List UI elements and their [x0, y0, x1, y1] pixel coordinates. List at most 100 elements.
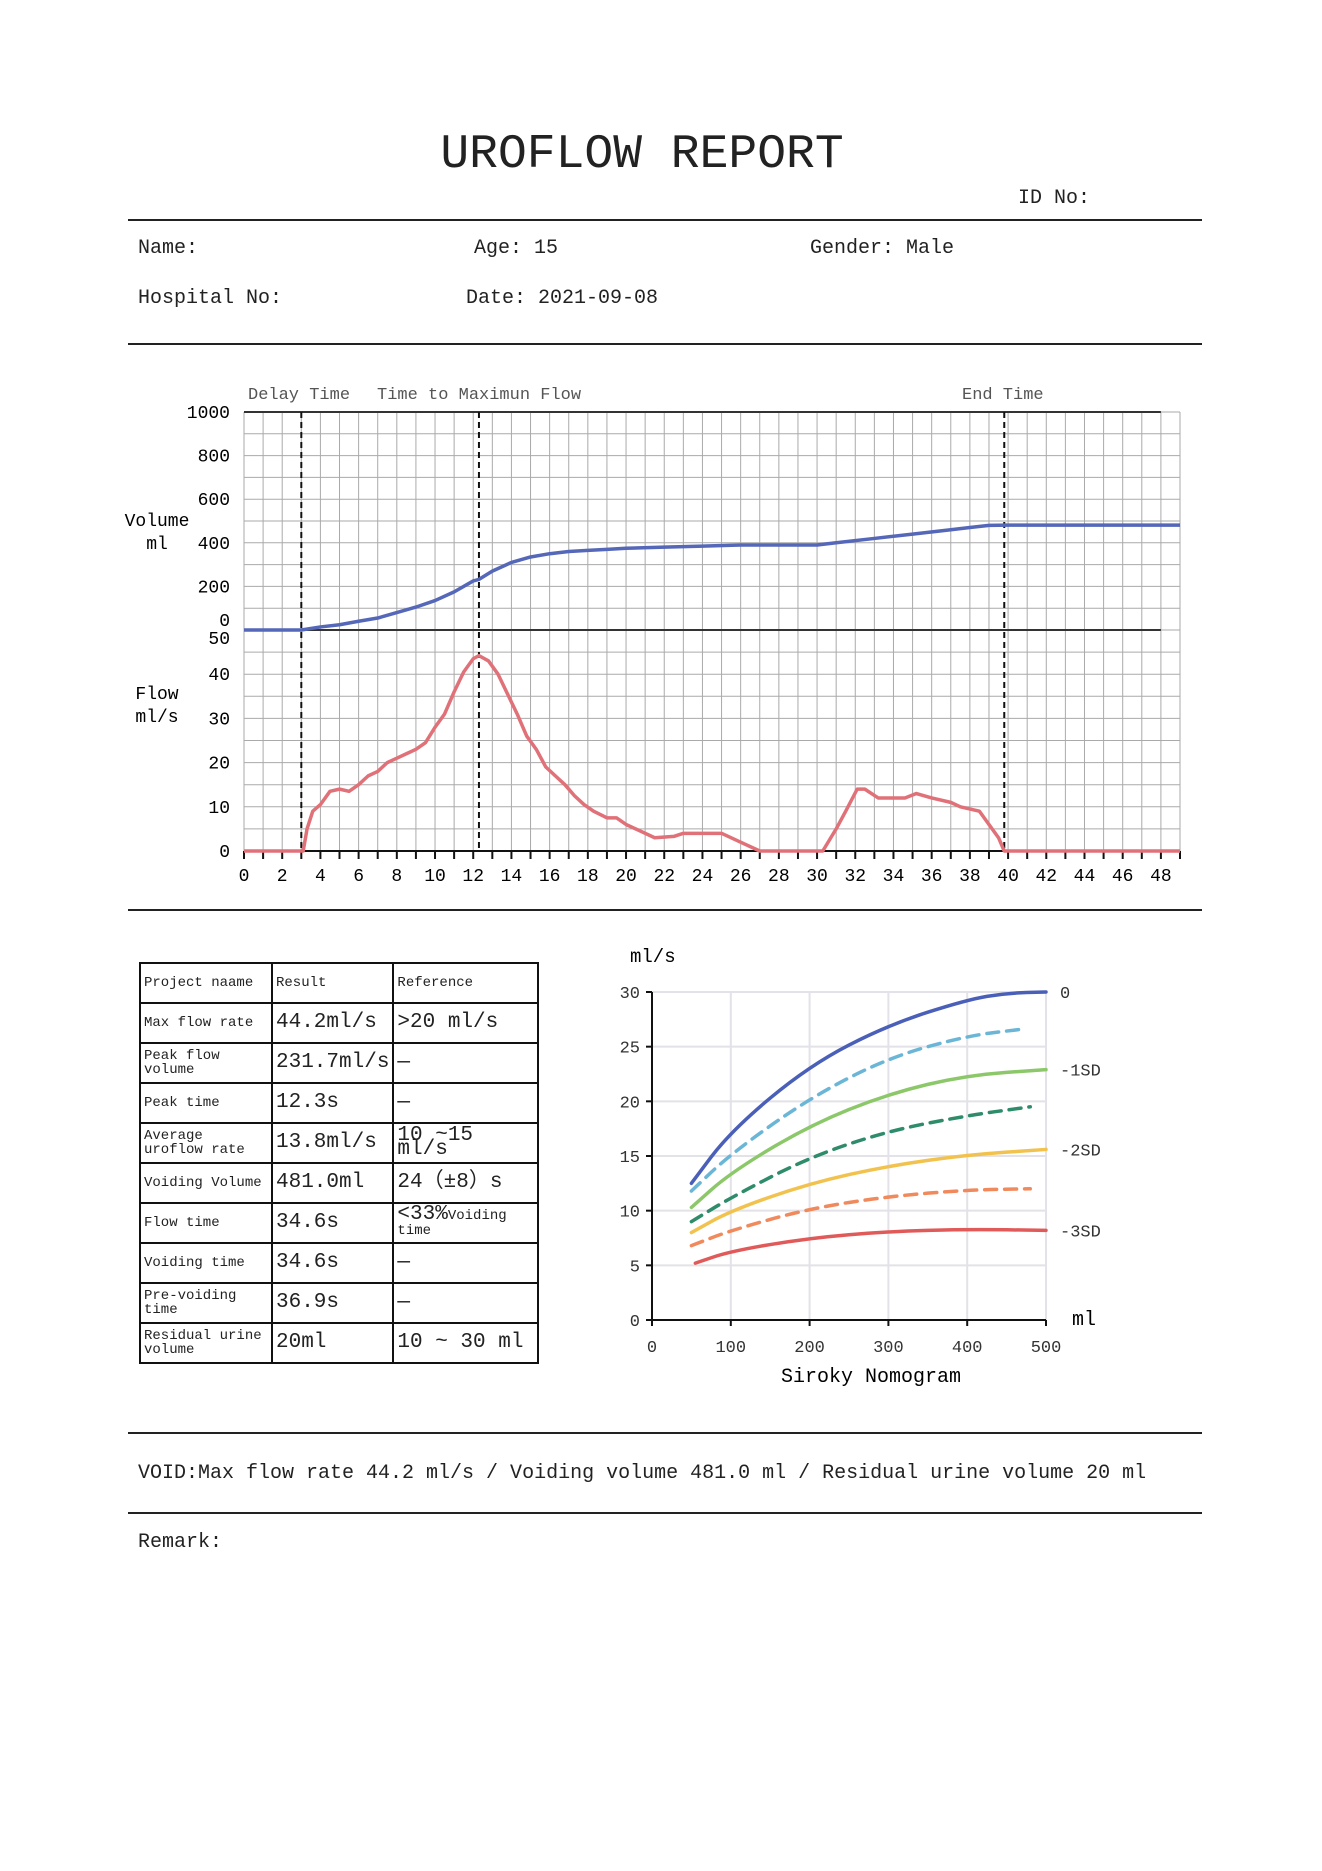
curve-label: -3SD — [1060, 1223, 1101, 1242]
date-label: Date: — [466, 287, 527, 310]
result-cell: 34.6s — [270, 1242, 395, 1284]
item-name-cell: Max flow rate — [139, 1002, 273, 1044]
nomogram-curve — [689, 1105, 1032, 1224]
table-header-row: Project naame Result Reference — [139, 962, 539, 1004]
x-tick-label: 18 — [577, 867, 599, 887]
x-tick-label: 26 — [730, 867, 752, 887]
flow-tick-label: 0 — [219, 843, 230, 863]
result-cell: 12.3s — [270, 1082, 395, 1124]
x-tick-label: 40 — [997, 867, 1019, 887]
x-tick-label: 400 — [952, 1339, 983, 1358]
curve-label: 0 — [1060, 985, 1070, 1004]
x-tick-label: 4 — [315, 867, 326, 887]
x-tick-label: 36 — [921, 867, 943, 887]
item-name-cell: Average uroflow rate — [139, 1122, 273, 1164]
marker-label-delay-time: Delay Time — [248, 386, 350, 405]
volume-tick-label: 600 — [198, 491, 230, 511]
flow-tick-label: 50 — [208, 630, 230, 650]
volume-tick-label: 200 — [198, 578, 230, 598]
result-cell: 36.9s — [270, 1282, 395, 1324]
nomogram-curve — [689, 1147, 1048, 1235]
reference-cell: — — [392, 1082, 539, 1124]
hospital-no-label: Hospital No: — [138, 287, 283, 310]
y-tick-label: 0 — [630, 1313, 640, 1332]
summary-text: VOID:Max flow rate 44.2 ml/s / Voiding v… — [138, 1462, 1147, 1485]
reference-cell: 10 ~ 30 ml — [392, 1322, 539, 1364]
nomogram-curve — [693, 1227, 1048, 1265]
header-cell: Reference — [392, 962, 539, 1004]
table-row: Voiding time 34.6s — — [139, 1242, 539, 1284]
volume-axis-unit: ml — [146, 535, 168, 555]
curve-label: -2SD — [1060, 1142, 1101, 1161]
date-value: 2021-09-08 — [538, 287, 659, 310]
volume-tick-label: 800 — [198, 448, 230, 468]
marker-label-end-time: End Time — [962, 386, 1044, 405]
table-row: Peak flow volume 231.7ml/s — — [139, 1042, 539, 1084]
x-tick-label: 34 — [883, 867, 905, 887]
flow-axis-unit: ml/s — [135, 708, 178, 728]
results-table: Project naame Result Reference Max flow … — [139, 962, 539, 1364]
x-tick-label: 38 — [959, 867, 981, 887]
x-tick-label: 30 — [806, 867, 828, 887]
result-cell: 34.6s — [270, 1202, 395, 1244]
x-tick-label: 12 — [462, 867, 484, 887]
y-tick-label: 10 — [620, 1204, 640, 1223]
x-tick-label: 48 — [1150, 867, 1172, 887]
item-name-cell: Pre-voiding time — [139, 1282, 273, 1324]
table-row: Peak time 12.3s — — [139, 1082, 539, 1124]
x-tick-label: 10 — [424, 867, 446, 887]
flow-tick-label: 10 — [208, 799, 230, 819]
x-tick-label: 200 — [794, 1339, 825, 1358]
item-name-cell: Peak time — [139, 1082, 273, 1124]
result-cell: 481.0ml — [270, 1162, 395, 1204]
table-row: Voiding Volume 481.0ml 24（±8）s — [139, 1162, 539, 1204]
uroflow-chart: 0 2 4 6 8 10 12 14 16 18 20 22 24 26 28 30 32 34 36 38 40 42 4… — [125, 386, 1181, 887]
x-tick-label: 500 — [1031, 1339, 1062, 1358]
x-tick-label: 20 — [615, 867, 637, 887]
item-name-cell: Flow time — [139, 1202, 273, 1244]
x-tick-label: 44 — [1074, 867, 1096, 887]
reference-cell: >20 ml/s — [392, 1002, 539, 1044]
gender-value: Male — [906, 237, 955, 260]
divider — [128, 1432, 1202, 1434]
report-title: UROFLOW REPORT — [440, 128, 844, 182]
result-cell: 44.2ml/s — [270, 1002, 395, 1044]
flow-curve — [244, 653, 1180, 853]
flow-tick-label: 20 — [208, 755, 230, 775]
nomogram-title: Siroky Nomogram — [781, 1366, 961, 1389]
result-cell: 20ml — [270, 1322, 395, 1364]
x-tick-label: 16 — [539, 867, 561, 887]
age-field: Age: 15 — [474, 237, 558, 260]
divider — [128, 343, 1202, 345]
x-tick-label: 46 — [1112, 867, 1134, 887]
x-tick-label: 0 — [647, 1339, 657, 1358]
gender-field: Gender: Male — [810, 237, 954, 260]
remark-label: Remark: — [138, 1531, 223, 1554]
table-row: Pre-voiding time 36.9s — — [139, 1282, 539, 1324]
item-name-cell: Peak flow volume — [139, 1042, 273, 1084]
flow-axis-label: Flow — [135, 685, 178, 705]
y-tick-label: 20 — [620, 1094, 640, 1113]
x-axis-label: ml — [1072, 1309, 1096, 1332]
volume-axis-label: Volume — [125, 512, 190, 532]
volume-tick-label: 1000 — [187, 404, 230, 424]
curve-label: -1SD — [1060, 1063, 1101, 1082]
item-name-cell: Voiding Volume — [139, 1162, 273, 1204]
nomogram-curve — [689, 1187, 1032, 1248]
x-tick-label: 14 — [501, 867, 523, 887]
x-tick-label: 2 — [277, 867, 288, 887]
flow-tick-label: 40 — [208, 666, 230, 686]
gender-label: Gender: — [810, 237, 895, 260]
x-tick-label: 100 — [715, 1339, 746, 1358]
divider — [128, 1512, 1202, 1514]
x-tick-label: 0 — [239, 867, 250, 887]
x-tick-label: 300 — [873, 1339, 904, 1358]
nomogram-curve — [689, 1027, 1025, 1193]
reference-cell: <33%Voiding time — [392, 1202, 539, 1244]
volume-tick-label: 400 — [198, 535, 230, 555]
x-tick-label: 32 — [844, 867, 866, 887]
table-row: Average uroflow rate 13.8ml/s 10 ~15 ml/s — [139, 1122, 539, 1164]
date-field: Date: 2021-09-08 — [466, 287, 658, 310]
reference-cell: — — [392, 1242, 539, 1284]
